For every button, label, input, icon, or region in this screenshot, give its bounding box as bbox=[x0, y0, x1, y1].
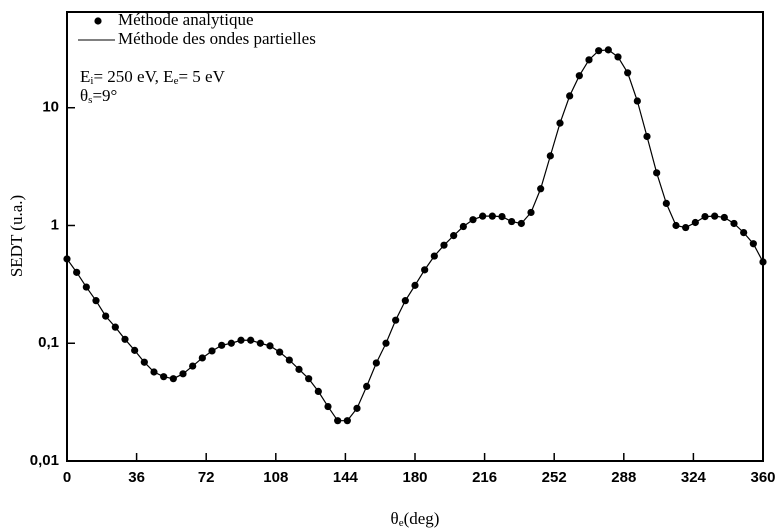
x-tick-label: 36 bbox=[128, 469, 145, 486]
x-tick-label: 216 bbox=[472, 469, 497, 486]
x-tick-label: 288 bbox=[611, 469, 636, 486]
x-tick-label: 360 bbox=[750, 469, 775, 486]
annotation-sub: s bbox=[88, 94, 92, 106]
y-tick-label: 0,01 bbox=[30, 452, 59, 469]
legend-marker bbox=[94, 17, 102, 25]
y-tick-label: 0,1 bbox=[38, 334, 59, 351]
x-tick-label: 0 bbox=[63, 469, 71, 486]
annotation-sub: e bbox=[174, 75, 179, 87]
annotation-sub: i bbox=[90, 75, 93, 87]
legend-label: Méthode analytique bbox=[118, 10, 254, 29]
annotation-part: θ bbox=[80, 86, 88, 105]
annotation-part: = 5 eV bbox=[178, 67, 225, 86]
x-tick-label: 72 bbox=[198, 469, 215, 486]
y-tick-label: 1 bbox=[51, 216, 59, 233]
x-tick-label: 144 bbox=[333, 469, 359, 486]
x-axis-label-part: θ bbox=[391, 509, 399, 528]
x-axis-label-sub: e bbox=[399, 517, 404, 529]
annotation-part: E bbox=[80, 67, 90, 86]
x-axis-label: θe(deg) bbox=[391, 509, 440, 529]
x-tick-label: 180 bbox=[402, 469, 427, 486]
annotation: Ei= 250 eV, Ee= 5 eV bbox=[80, 67, 226, 87]
annotation-part: =9° bbox=[92, 86, 117, 105]
x-axis-label-part: (deg) bbox=[404, 509, 440, 528]
annotation-part: = 250 eV, E bbox=[93, 67, 173, 86]
x-tick-label: 324 bbox=[681, 469, 707, 486]
annotation: θs=9° bbox=[80, 86, 117, 106]
legend-label: Méthode des ondes partielles bbox=[118, 29, 316, 48]
x-tick-label: 252 bbox=[542, 469, 567, 486]
x-tick-label: 108 bbox=[263, 469, 288, 486]
series-line bbox=[66, 49, 764, 422]
y-tick-label: 10 bbox=[42, 99, 59, 116]
y-axis-label: SEDT (u.a.) bbox=[7, 195, 26, 277]
